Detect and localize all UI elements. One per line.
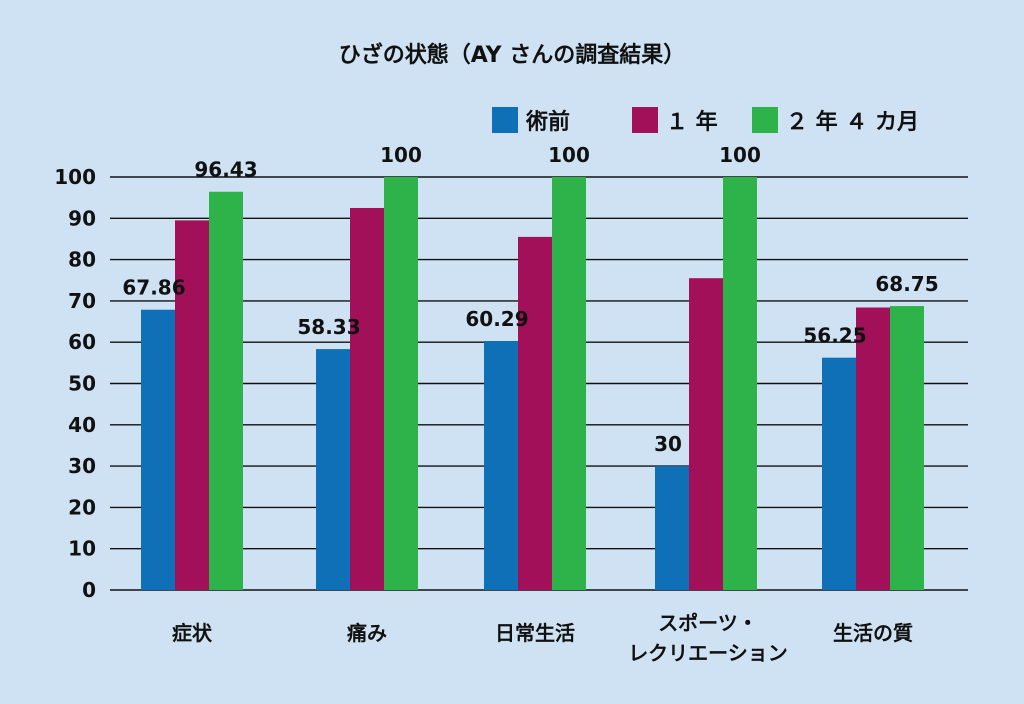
bar-year2m4 <box>384 177 418 590</box>
bar-year1 <box>175 220 209 591</box>
y-tick-label: 50 <box>68 372 96 396</box>
legend-swatch <box>632 107 658 133</box>
data-label: 100 <box>380 143 422 167</box>
y-tick-label: 70 <box>68 289 96 313</box>
bar-preop <box>316 349 350 590</box>
bar-preop <box>655 466 689 590</box>
data-label: 56.25 <box>803 324 866 348</box>
bars <box>141 177 924 591</box>
bar-year2m4 <box>723 177 757 590</box>
data-label: 96.43 <box>194 158 257 182</box>
bar-year1 <box>518 236 552 590</box>
data-label: 67.86 <box>122 276 185 300</box>
bar-preop <box>822 357 856 590</box>
legend: 術前 １ 年 ２ 年 ４ カ月 <box>492 107 919 135</box>
y-tick-label: 100 <box>54 165 96 189</box>
y-tick-label: 30 <box>68 454 96 478</box>
legend-label: １ 年 <box>666 109 718 135</box>
y-tick-label: 40 <box>68 413 96 437</box>
category-label: 痛み <box>347 621 387 645</box>
category-label: 生活の質 <box>833 621 913 645</box>
y-tick-label: 0 <box>82 578 96 602</box>
x-axis: 症状 痛み 日常生活 スポーツ・レクリエーション 生活の質 <box>172 611 913 665</box>
y-tick-label: 10 <box>68 537 96 561</box>
data-labels: 67.86 96.43 58.33 100 60.29 100 30 100 56.25 68.7… <box>122 143 938 456</box>
bar-year1 <box>350 207 384 590</box>
category-label: スポーツ・ <box>658 611 758 635</box>
data-label: 68.75 <box>875 272 938 296</box>
y-tick-label: 90 <box>68 206 96 230</box>
data-label: 100 <box>719 143 761 167</box>
category-label: 症状 <box>172 621 213 645</box>
y-tick-label: 20 <box>68 495 96 519</box>
y-tick-label: 60 <box>68 330 96 354</box>
data-label: 60.29 <box>465 307 528 331</box>
category-label: レクリエーション <box>628 641 788 665</box>
bar-preop <box>141 309 175 590</box>
legend-label: ２ 年 ４ カ月 <box>786 109 919 135</box>
bar-year2m4 <box>552 177 586 590</box>
bar-year1 <box>689 278 723 590</box>
data-label: 30 <box>654 432 682 456</box>
y-axis: 0 10 20 30 40 50 60 70 80 90 100 <box>54 165 96 602</box>
chart-title: ひざの状態（AY さんの調査結果） <box>339 42 686 68</box>
data-label: 100 <box>548 143 590 167</box>
y-tick-label: 80 <box>68 248 96 272</box>
legend-swatch <box>752 107 778 133</box>
legend-label: 術前 <box>525 109 570 135</box>
bar-year2m4 <box>890 306 924 590</box>
legend-swatch <box>492 107 518 133</box>
data-label: 58.33 <box>297 315 360 339</box>
bar-preop <box>484 341 518 590</box>
bar-year1 <box>856 307 890 590</box>
category-label: 日常生活 <box>495 621 575 645</box>
bar-year2m4 <box>209 191 243 591</box>
